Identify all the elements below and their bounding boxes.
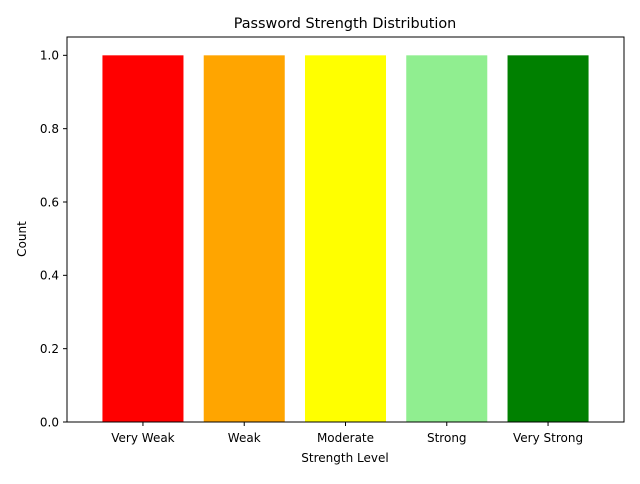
x-axis-label: Strength Level xyxy=(301,451,388,465)
y-tick-label: 0.6 xyxy=(40,195,59,209)
bar-very-strong xyxy=(507,55,589,422)
chart-title: Password Strength Distribution xyxy=(234,16,457,32)
x-tick-label: Strong xyxy=(427,431,467,445)
y-tick-label: 0.4 xyxy=(40,269,59,283)
y-tick-label: 1.0 xyxy=(40,49,59,63)
bar-moderate xyxy=(304,55,387,422)
bar-very-weak xyxy=(102,55,184,422)
x-tick-label: Moderate xyxy=(317,431,374,445)
x-tick-label: Weak xyxy=(228,431,261,445)
bar-weak xyxy=(203,55,285,422)
bars-layer xyxy=(102,55,589,422)
ticks-layer: Very Weak Weak Moderate Strong Very Strong 0.… xyxy=(40,49,583,445)
plot-frame xyxy=(66,36,625,423)
y-tick-label: 0.2 xyxy=(40,342,59,356)
x-tick-label: Very Weak xyxy=(111,431,174,445)
y-tick-label: 0.0 xyxy=(40,415,59,429)
bar-strong xyxy=(406,55,488,422)
x-tick-label: Very Strong xyxy=(513,431,583,445)
y-axis-label: Count xyxy=(15,221,29,257)
y-tick-label: 0.8 xyxy=(40,122,59,136)
